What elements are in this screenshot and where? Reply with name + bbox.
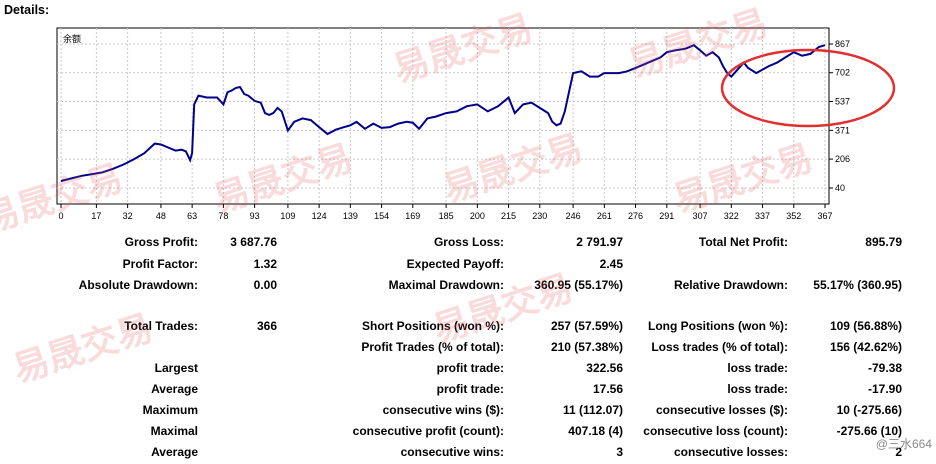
x-tick-label: 276	[628, 211, 643, 221]
x-tick-label: 63	[187, 211, 197, 221]
x-tick-label: 291	[659, 211, 674, 221]
max-consec-losses-value: 10 (-275.66)	[836, 403, 902, 417]
short-positions-value: 257 (57.59%)	[550, 319, 623, 333]
x-tick-label: 367	[817, 211, 832, 221]
annotation-circle	[720, 48, 896, 128]
x-tick-label: 32	[123, 211, 133, 221]
max-consec-profit-label: consecutive profit (count):	[352, 424, 504, 438]
maximal-label: Maximal	[150, 424, 198, 438]
average-loss-value: -17.90	[867, 382, 902, 396]
loss-trades-label: Loss trades (% of total):	[651, 340, 788, 354]
maximum-label: Maximum	[142, 403, 198, 417]
chart-grid	[57, 28, 829, 204]
max-consec-loss-value: -275.66 (10)	[836, 424, 902, 438]
total-net-profit-label: Total Net Profit:	[698, 235, 788, 249]
y-axis-ticks: 867 702 537 371 206 40	[829, 39, 850, 193]
relative-drawdown-label: Relative Drawdown:	[673, 278, 788, 292]
x-tick-label: 169	[405, 211, 420, 221]
long-positions-value: 109 (56.88%)	[829, 319, 902, 333]
average-consec-label: Average	[151, 445, 198, 459]
x-tick-label: 307	[693, 211, 708, 221]
x-tick-label: 230	[532, 211, 547, 221]
profit-trades-label: Profit Trades (% of total):	[361, 340, 504, 354]
y-tick-label: 371	[835, 125, 850, 135]
y-tick-label: 867	[835, 39, 850, 49]
x-tick-label: 246	[566, 211, 581, 221]
x-tick-label: 124	[312, 211, 327, 221]
gross-profit-value: 3 687.76	[230, 235, 277, 249]
avg-consec-wins-label: consecutive wins:	[400, 445, 504, 459]
x-tick-label: 48	[156, 211, 166, 221]
max-consec-wins-label: consecutive wins ($):	[382, 403, 504, 417]
x-tick-label: 337	[755, 211, 770, 221]
profit-factor-label: Profit Factor:	[122, 257, 198, 271]
x-tick-label: 109	[280, 211, 295, 221]
x-tick-label: 200	[470, 211, 485, 221]
y-tick-label: 40	[835, 183, 845, 193]
absolute-drawdown-label: Absolute Drawdown:	[78, 278, 198, 292]
maximal-drawdown-value: 360.95 (55.17%)	[534, 278, 623, 292]
expected-payoff-label: Expected Payoff:	[406, 257, 504, 271]
largest-profit-label: profit trade:	[436, 361, 504, 375]
average-loss-label: loss trade:	[727, 382, 788, 396]
largest-profit-value: 322.56	[586, 361, 623, 375]
x-tick-label: 322	[724, 211, 739, 221]
x-tick-label: 78	[218, 211, 228, 221]
x-axis-ticks: 0 17 32 48 63 78 93 109 124 139 154 169 185 200 215 230…	[58, 204, 833, 221]
total-trades-value: 366	[256, 319, 277, 333]
footer-watermark: @三水664	[875, 437, 932, 451]
max-consec-losses-label: consecutive losses ($):	[655, 403, 788, 417]
x-tick-label: 261	[597, 211, 612, 221]
avg-consec-losses-label: consecutive losses:	[673, 445, 788, 459]
x-tick-label: 352	[786, 211, 801, 221]
x-tick-label: 154	[374, 211, 389, 221]
avg-consec-losses-value: 2	[895, 445, 902, 459]
average-profit-label: profit trade:	[436, 382, 504, 396]
balance-chart-svg: 余额 867 702 537 371 206 40 0 17 32 48 63 78 93 109 124…	[56, 27, 896, 221]
largest-loss-label: loss trade:	[727, 361, 788, 375]
balance-line	[60, 44, 826, 182]
x-tick-label: 215	[501, 211, 516, 221]
gross-loss-value: 2 791.97	[576, 235, 623, 249]
gross-loss-label: Gross Loss:	[433, 235, 504, 249]
x-tick-label: 93	[250, 211, 260, 221]
y-tick-label: 537	[835, 96, 850, 106]
average-profit-value: 17.56	[592, 382, 623, 396]
total-net-profit-value: 895.79	[865, 235, 902, 249]
absolute-drawdown-value: 0.00	[253, 278, 277, 292]
max-consec-loss-label: consecutive loss (count):	[643, 424, 788, 438]
avg-consec-wins-value: 3	[616, 445, 623, 459]
x-tick-label: 17	[91, 211, 101, 221]
short-positions-label: Short Positions (won %):	[362, 319, 504, 333]
y-tick-label: 702	[835, 68, 850, 78]
y-tick-label: 206	[835, 154, 850, 164]
max-consec-profit-value: 407.18 (4)	[568, 424, 623, 438]
gross-profit-label: Gross Profit:	[124, 235, 198, 249]
plot-frame	[56, 27, 830, 205]
long-positions-label: Long Positions (won %):	[648, 319, 788, 333]
maximal-drawdown-label: Maximal Drawdown:	[388, 278, 504, 292]
balance-chart: 余额 867 702 537 371 206 40 0 17 32 48 63 78 93 109 124…	[0, 26, 936, 226]
profit-factor-value: 1.32	[253, 257, 277, 271]
x-tick-label: 185	[439, 211, 454, 221]
details-title: Details:	[4, 3, 50, 17]
profit-trades-value: 210 (57.38%)	[550, 340, 623, 354]
relative-drawdown-value: 55.17% (360.95)	[813, 278, 902, 292]
largest-label: Largest	[154, 361, 198, 375]
x-tick-label: 0	[58, 211, 63, 221]
series-label: 余额	[63, 33, 81, 44]
expected-payoff-value: 2.45	[599, 257, 623, 271]
max-consec-wins-value: 11 (112.07)	[562, 403, 623, 417]
largest-loss-value: -79.38	[867, 361, 902, 375]
stats-table: Gross Profit: 3 687.76 Profit Factor: 1.…	[0, 233, 936, 464]
loss-trades-value: 156 (42.62%)	[829, 340, 902, 354]
total-trades-label: Total Trades:	[124, 319, 198, 333]
x-tick-label: 139	[343, 211, 358, 221]
average-label: Average	[151, 382, 198, 396]
